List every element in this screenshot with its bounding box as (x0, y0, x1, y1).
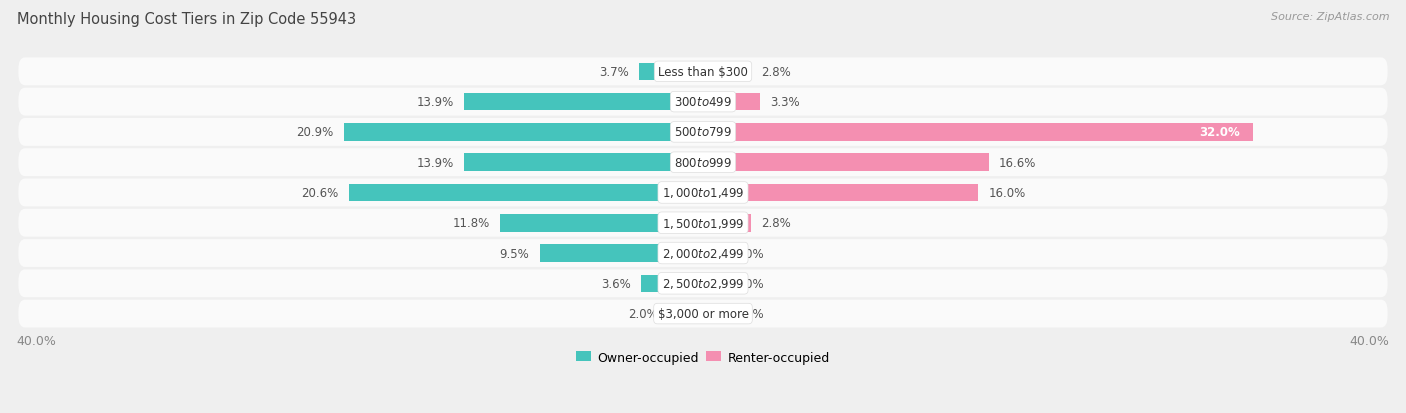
FancyBboxPatch shape (18, 209, 1388, 237)
Bar (540, 244, 703, 262)
Text: 3.3%: 3.3% (770, 96, 800, 109)
Bar (640, 64, 703, 81)
Text: Source: ZipAtlas.com: Source: ZipAtlas.com (1271, 12, 1389, 22)
Text: Monthly Housing Cost Tiers in Zip Code 55943: Monthly Housing Cost Tiers in Zip Code 5… (17, 12, 356, 27)
Text: 32.0%: 32.0% (1199, 126, 1240, 139)
Bar (641, 275, 703, 292)
Bar (703, 305, 724, 323)
Text: 2.8%: 2.8% (762, 66, 792, 78)
Text: $800 to $999: $800 to $999 (673, 156, 733, 169)
Text: 16.0%: 16.0% (988, 187, 1026, 199)
Text: 0.0%: 0.0% (734, 247, 763, 260)
Text: 13.9%: 13.9% (416, 96, 454, 109)
Text: $2,000 to $2,499: $2,000 to $2,499 (662, 247, 744, 260)
FancyBboxPatch shape (18, 149, 1388, 177)
Text: 2.0%: 2.0% (628, 307, 658, 320)
Text: 20.9%: 20.9% (295, 126, 333, 139)
Text: 40.0%: 40.0% (1350, 335, 1389, 347)
Legend: Owner-occupied, Renter-occupied: Owner-occupied, Renter-occupied (571, 346, 835, 369)
FancyBboxPatch shape (18, 270, 1388, 297)
FancyBboxPatch shape (18, 119, 1388, 147)
Text: $2,500 to $2,999: $2,500 to $2,999 (662, 277, 744, 291)
Text: $1,000 to $1,499: $1,000 to $1,499 (662, 186, 744, 200)
Bar (343, 124, 703, 141)
Text: 40.0%: 40.0% (17, 335, 56, 347)
Bar (703, 64, 751, 81)
FancyBboxPatch shape (18, 179, 1388, 207)
FancyBboxPatch shape (18, 88, 1388, 116)
Bar (464, 154, 703, 171)
Text: 2.8%: 2.8% (762, 217, 792, 230)
Bar (703, 154, 988, 171)
Bar (703, 124, 1253, 141)
Text: Less than $300: Less than $300 (658, 66, 748, 78)
Text: 13.9%: 13.9% (416, 156, 454, 169)
Text: 0.0%: 0.0% (734, 277, 763, 290)
Bar (464, 94, 703, 111)
Text: $500 to $799: $500 to $799 (673, 126, 733, 139)
Bar (703, 275, 724, 292)
Bar (703, 214, 751, 232)
Bar (501, 214, 703, 232)
Text: 0.0%: 0.0% (734, 307, 763, 320)
Bar (669, 305, 703, 323)
Bar (703, 244, 724, 262)
Text: 16.6%: 16.6% (998, 156, 1036, 169)
Text: 3.7%: 3.7% (599, 66, 628, 78)
Text: 20.6%: 20.6% (301, 187, 339, 199)
FancyBboxPatch shape (18, 240, 1388, 267)
FancyBboxPatch shape (18, 58, 1388, 86)
Bar (703, 94, 759, 111)
Text: 9.5%: 9.5% (499, 247, 529, 260)
Text: $300 to $499: $300 to $499 (673, 96, 733, 109)
Text: $1,500 to $1,999: $1,500 to $1,999 (662, 216, 744, 230)
Text: 3.6%: 3.6% (600, 277, 631, 290)
Bar (349, 184, 703, 202)
FancyBboxPatch shape (18, 300, 1388, 328)
Bar (703, 184, 979, 202)
Text: $3,000 or more: $3,000 or more (658, 307, 748, 320)
Text: 11.8%: 11.8% (453, 217, 489, 230)
